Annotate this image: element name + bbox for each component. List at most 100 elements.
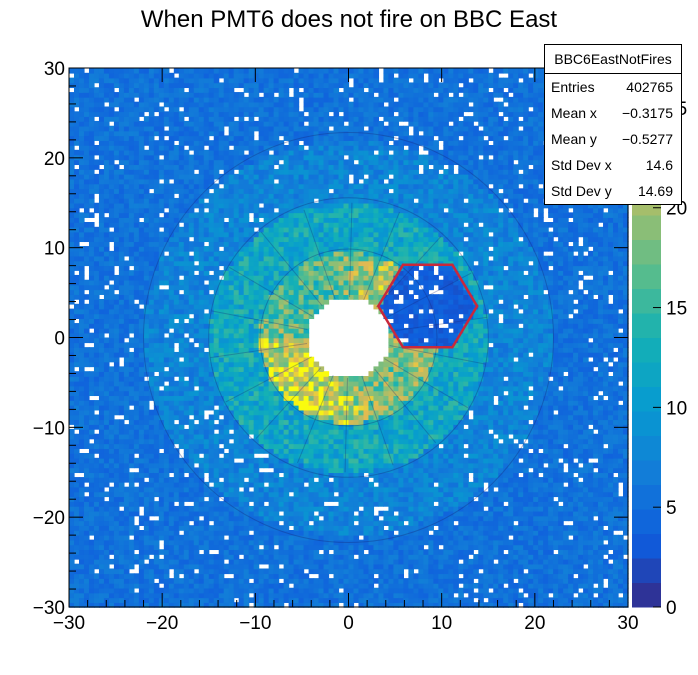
heatmap-cell xyxy=(198,337,205,344)
heatmap-cell xyxy=(133,193,140,199)
heatmap-cell xyxy=(148,116,155,122)
heatmap-cell xyxy=(208,140,215,146)
heatmap-cell xyxy=(218,111,225,117)
heatmap-cell xyxy=(273,226,280,233)
heatmap-cell xyxy=(283,178,290,185)
heatmap-cell xyxy=(283,159,290,166)
heatmap-cell xyxy=(208,414,215,421)
heatmap-cell xyxy=(163,323,170,329)
heatmap-cell xyxy=(138,544,145,551)
heatmap-cell xyxy=(253,558,260,565)
heatmap-cell xyxy=(148,558,155,565)
heatmap-cell xyxy=(123,284,130,291)
heatmap-cell xyxy=(69,207,75,214)
heatmap-cell xyxy=(258,274,265,281)
heatmap-cell xyxy=(113,72,120,79)
heatmap-cell xyxy=(78,496,85,502)
heatmap-cell xyxy=(118,404,125,411)
heatmap-cell xyxy=(138,347,145,353)
heatmap-cell xyxy=(268,226,275,233)
heatmap-cell xyxy=(163,303,170,310)
heatmap-cell xyxy=(98,279,105,286)
heatmap-cell xyxy=(118,573,125,579)
heatmap-cell xyxy=(113,602,120,608)
heatmap-cell xyxy=(168,183,175,190)
heatmap-cell xyxy=(69,255,75,262)
heatmap-cell xyxy=(78,462,85,469)
heatmap-cell xyxy=(118,92,125,98)
heatmap-cell xyxy=(223,347,230,353)
heatmap-cell xyxy=(198,68,205,74)
heatmap-cell xyxy=(118,539,125,546)
heatmap-cell xyxy=(263,101,270,108)
heatmap-cell xyxy=(93,265,100,271)
heatmap-cell xyxy=(98,361,105,368)
heatmap-cell xyxy=(73,135,80,141)
heatmap-cell xyxy=(228,549,235,555)
heatmap-cell xyxy=(168,582,175,589)
heatmap-cell xyxy=(143,125,150,132)
heatmap-cell xyxy=(148,501,155,507)
heatmap-cell xyxy=(283,260,290,267)
heatmap-cell xyxy=(258,255,265,262)
heatmap-cell xyxy=(208,385,215,392)
heatmap-cell xyxy=(143,592,150,599)
heatmap-cell xyxy=(173,462,180,469)
heatmap-cell xyxy=(208,313,215,320)
heatmap-cell xyxy=(88,111,95,117)
heatmap-cell xyxy=(213,457,220,464)
heatmap-cell xyxy=(158,159,165,166)
heatmap-cell xyxy=(83,457,90,464)
heatmap-cell xyxy=(283,222,290,228)
heatmap-cell xyxy=(128,217,135,223)
heatmap-cell xyxy=(178,385,185,392)
heatmap-cell xyxy=(258,347,265,353)
heatmap-cell xyxy=(253,231,260,238)
heatmap-cell xyxy=(278,183,285,190)
heatmap-cell xyxy=(108,419,115,425)
heatmap-cell xyxy=(278,241,285,247)
heatmap-cell xyxy=(78,414,85,421)
heatmap-cell xyxy=(223,602,230,608)
heatmap-cell xyxy=(193,332,200,339)
heatmap-cell xyxy=(278,106,285,113)
heatmap-cell xyxy=(258,116,265,122)
heatmap-cell xyxy=(223,568,230,575)
heatmap-cell xyxy=(298,554,305,560)
heatmap-cell xyxy=(83,120,90,127)
heatmap-cell xyxy=(293,486,300,493)
heatmap-cell xyxy=(148,530,155,536)
heatmap-cell xyxy=(293,231,300,238)
heatmap-cell xyxy=(88,92,95,98)
heatmap-cell xyxy=(69,265,75,271)
heatmap-cell xyxy=(193,68,200,74)
heatmap-cell xyxy=(128,222,135,228)
heatmap-cell xyxy=(243,183,250,190)
heatmap-cell xyxy=(198,207,205,214)
heatmap-cell xyxy=(243,486,250,493)
heatmap-cell xyxy=(188,587,195,594)
heatmap-cell xyxy=(163,361,170,368)
heatmap-cell xyxy=(153,246,160,252)
heatmap-cell xyxy=(248,135,255,141)
heatmap-cell xyxy=(158,419,165,425)
heatmap-cell xyxy=(83,592,90,599)
heatmap-cell xyxy=(218,563,225,570)
heatmap-cell xyxy=(113,347,120,353)
heatmap-cell xyxy=(188,270,195,276)
heatmap-cell xyxy=(233,361,240,368)
heatmap-cell xyxy=(69,145,75,151)
heatmap-cell xyxy=(123,409,130,416)
heatmap-cell xyxy=(303,486,310,493)
heatmap-cell xyxy=(108,96,115,103)
heatmap-cell xyxy=(103,462,110,469)
heatmap-cell xyxy=(148,597,155,603)
heatmap-cell xyxy=(83,303,90,310)
heatmap-cell xyxy=(218,539,225,546)
heatmap-cell xyxy=(83,231,90,238)
heatmap-cell xyxy=(118,284,125,291)
heatmap-cell xyxy=(213,472,220,478)
heatmap-cell xyxy=(73,453,80,459)
heatmap-cell xyxy=(98,592,105,599)
heatmap-cell xyxy=(288,96,295,103)
